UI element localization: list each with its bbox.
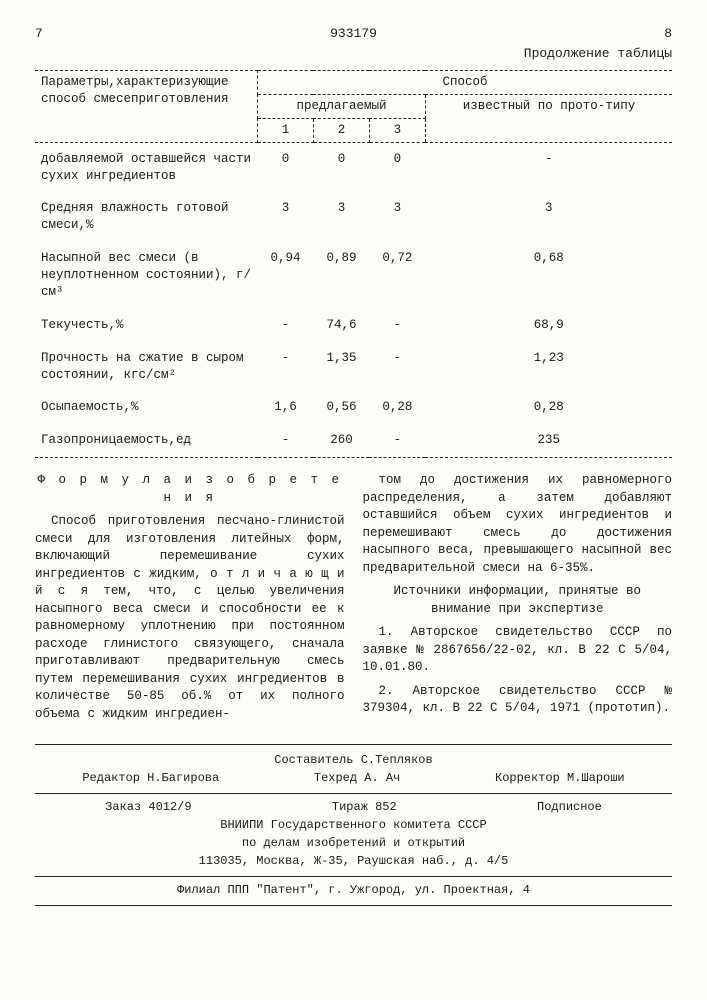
techred: Техред А. Ач xyxy=(314,769,400,787)
param-header: Параметры,характеризующие способ смесепр… xyxy=(35,71,258,143)
corrector: Корректор М.Шароши xyxy=(495,769,625,787)
sources-title: Источники информации, принятые во вниман… xyxy=(363,583,673,618)
table-cell: 1,6 xyxy=(258,391,314,424)
table-cell: - xyxy=(369,342,425,392)
order: Заказ 4012/9 xyxy=(105,798,191,816)
page-right: 8 xyxy=(664,25,672,43)
table-cell: - xyxy=(369,309,425,342)
table-cell: 1,35 xyxy=(313,342,369,392)
table-cell: - xyxy=(258,342,314,392)
table-cell: 3 xyxy=(258,192,314,242)
col-3: 3 xyxy=(369,118,425,142)
table-cell: - xyxy=(425,142,672,192)
formula-p1: Способ приготовления песчано-глинистой с… xyxy=(35,513,345,723)
page-header: 7 933179 8 xyxy=(35,25,672,43)
table-cell: 0,56 xyxy=(313,391,369,424)
table-cell: 3 xyxy=(425,192,672,242)
table-cell: 0,28 xyxy=(369,391,425,424)
col-2: 2 xyxy=(313,118,369,142)
filial: Филиал ППП "Патент", г. Ужгород, ул. Про… xyxy=(35,876,672,899)
source-1: 1. Авторское свидетельство СССР по заявк… xyxy=(363,624,673,677)
table-cell: 0 xyxy=(369,142,425,192)
compiler: Составитель С.Тепляков xyxy=(35,751,672,769)
table-param: Насыпной вес смеси (в неуплотненном сост… xyxy=(35,242,258,309)
table-param: Средняя влажность готовой смеси,% xyxy=(35,192,258,242)
col-1: 1 xyxy=(258,118,314,142)
table-param: Текучесть,% xyxy=(35,309,258,342)
known-header: известный по прото-типу xyxy=(425,94,672,142)
table-cell: - xyxy=(258,424,314,457)
addr: 113035, Москва, Ж-35, Раушская наб., д. … xyxy=(35,852,672,870)
formula-title: Ф о р м у л а и з о б р е т е н и я xyxy=(35,472,345,507)
table-cell: 3 xyxy=(313,192,369,242)
table-cell: 0 xyxy=(313,142,369,192)
org2: по делам изобретений и открытий xyxy=(35,834,672,852)
page-left: 7 xyxy=(35,25,43,43)
method-header: Способ xyxy=(258,71,673,95)
table-cell: 235 xyxy=(425,424,672,457)
table-param: Осыпаемость,% xyxy=(35,391,258,424)
formula-p2: том до достижения их равномерного распре… xyxy=(363,472,673,577)
continuation-label: Продолжение таблицы xyxy=(35,45,672,63)
table-param: Газопроницаемость,ед xyxy=(35,424,258,457)
podpis: Подписное xyxy=(537,798,602,816)
source-2: 2. Авторское свидетельство СССР № 379304… xyxy=(363,683,673,718)
table-cell: 74,6 xyxy=(313,309,369,342)
tirazh: Тираж 852 xyxy=(332,798,397,816)
org1: ВНИИПИ Государственного комитета СССР xyxy=(35,816,672,834)
table-cell: 260 xyxy=(313,424,369,457)
table-cell: 0,72 xyxy=(369,242,425,309)
table-cell: 68,9 xyxy=(425,309,672,342)
data-table: Параметры,характеризующие способ смесепр… xyxy=(35,70,672,458)
table-cell: 0,68 xyxy=(425,242,672,309)
body-text: Ф о р м у л а и з о б р е т е н и я Спос… xyxy=(35,472,672,726)
table-param: добавляемой оставшейся части сухих ингре… xyxy=(35,142,258,192)
footer: Составитель С.Тепляков Редактор Н.Багиро… xyxy=(35,744,672,906)
editor: Редактор Н.Багирова xyxy=(82,769,219,787)
table-cell: 3 xyxy=(369,192,425,242)
table-cell: - xyxy=(258,309,314,342)
table-cell: 0,94 xyxy=(258,242,314,309)
table-cell: 0,28 xyxy=(425,391,672,424)
proposed-header: предлагаемый xyxy=(258,94,426,118)
table-param: Прочность на сжатие в сыром состоянии, к… xyxy=(35,342,258,392)
table-cell: 1,23 xyxy=(425,342,672,392)
table-cell: - xyxy=(369,424,425,457)
table-cell: 0,89 xyxy=(313,242,369,309)
patent-number: 933179 xyxy=(330,25,377,43)
table-cell: 0 xyxy=(258,142,314,192)
